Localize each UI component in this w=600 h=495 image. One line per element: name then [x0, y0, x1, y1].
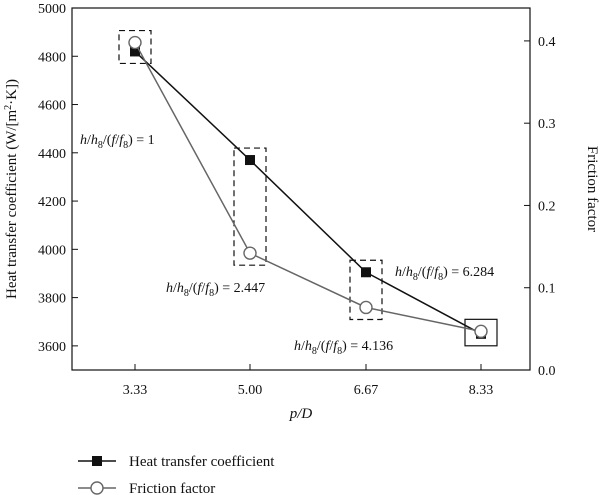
comparison-box: [233, 147, 267, 266]
annotation-part: 8: [312, 346, 317, 357]
y-tick-label-left: 3800: [38, 292, 66, 307]
annotation-part: h: [80, 133, 87, 148]
annotation-part: /: [430, 265, 434, 280]
annotation-part: 8: [438, 272, 443, 283]
annotation-part: f: [426, 265, 432, 280]
friction-factor-point: [359, 300, 373, 315]
annotation-part: h: [406, 265, 413, 280]
annotation-label: h/h8/(f/f8) = 6.284: [395, 265, 494, 283]
y-tick-label-left: 4600: [38, 99, 66, 114]
y-axis-title-left: Heat transfer coefficient (W/[m2·K]): [3, 79, 21, 299]
y-tick-label-left: 4400: [38, 147, 66, 162]
legend-marker-square: [92, 456, 102, 466]
annotation-part: /: [201, 281, 205, 296]
annotation-part: f: [434, 265, 440, 280]
y-axis-title-left-part: Heat transfer coefficient (W/[m: [4, 109, 20, 299]
annotation-part: ) = 2.447: [214, 281, 265, 296]
x-axis-title-part: /D: [296, 406, 312, 422]
y-tick-label-left: 5000: [38, 2, 66, 17]
plot-frame: [71, 7, 531, 371]
annotation-part: /: [402, 265, 406, 280]
legend-label: Heat transfer coefficient: [129, 454, 275, 470]
annotation-part: h: [177, 281, 184, 296]
annotation-part: /(: [317, 339, 326, 354]
heat-transfer-point: [245, 155, 255, 166]
annotation-part: f: [119, 133, 125, 148]
annotation-part: 8: [123, 140, 128, 151]
annotation-part: h: [166, 281, 173, 296]
comparison-box: [349, 259, 383, 321]
friction-factor-point: [243, 246, 257, 260]
friction-factor-line: [134, 42, 482, 333]
y-tick-label-left: 4200: [38, 195, 66, 210]
legend-marker-circle: [90, 481, 104, 495]
annotation-part: h: [91, 133, 98, 148]
annotation-part: 8: [98, 140, 103, 151]
annotation-part: 8: [184, 288, 189, 299]
x-tick-label: 6.67: [354, 383, 379, 398]
y-tick-label-right: 0.4: [538, 35, 556, 50]
annotation-part: f: [197, 281, 203, 296]
annotation-part: /: [301, 339, 305, 354]
annotation-label: h/h8/(f/f8) = 1: [80, 133, 155, 151]
x-axis-title: p/D: [289, 406, 313, 422]
y-tick-label-right: 0.0: [538, 364, 556, 379]
annotation-part: 8: [413, 272, 418, 283]
y-tick-label-right: 0.1: [538, 282, 556, 297]
y-tick-label-left: 3600: [38, 340, 66, 355]
annotation-part: h: [305, 339, 312, 354]
annotation-part: /: [173, 281, 177, 296]
annotation-part: 8: [209, 288, 214, 299]
annotation-part: f: [205, 281, 211, 296]
heat-transfer-line: [134, 50, 482, 335]
y-tick-label-right: 0.2: [538, 199, 556, 214]
annotation-part: 8: [337, 346, 342, 357]
annotation-part: ) = 1: [128, 133, 155, 148]
annotation-part: /(: [189, 281, 198, 296]
comparison-box: [118, 29, 152, 65]
y-axis-title-right: Friction factor: [584, 146, 600, 232]
annotation-part: ) = 6.284: [443, 265, 494, 280]
annotation-part: h: [294, 339, 301, 354]
annotation-part: h: [395, 265, 402, 280]
legend-label: Friction factor: [129, 481, 215, 495]
annotation-part: f: [325, 339, 331, 354]
annotation-part: ) = 4.136: [342, 339, 393, 354]
y-tick-label-left: 4800: [38, 50, 66, 65]
annotation-label: h/h8/(f/f8) = 4.136: [294, 339, 393, 357]
annotation-part: /: [87, 133, 91, 148]
annotation-part: /: [115, 133, 119, 148]
annotation-part: /: [329, 339, 333, 354]
y-tick-label-left: 4000: [38, 243, 66, 258]
x-tick-label: 5.00: [238, 383, 263, 398]
comparison-box: [464, 318, 498, 347]
y-axis-title-left-part: ·K]): [4, 79, 20, 105]
y-axis-title-left-superscript: 2: [3, 105, 14, 110]
annotation-part: /(: [103, 133, 112, 148]
annotation-label: h/h8/(f/f8) = 2.447: [166, 281, 265, 299]
annotation-part: f: [111, 133, 117, 148]
x-tick-label: 3.33: [123, 383, 148, 398]
heat-transfer-point: [361, 267, 371, 278]
heat-transfer-point: [130, 46, 140, 57]
friction-factor-point: [474, 324, 488, 339]
x-axis-title-part: p: [289, 406, 298, 422]
x-tick-label: 8.33: [469, 383, 494, 398]
annotation-part: f: [333, 339, 339, 354]
annotation-part: /(: [418, 265, 427, 280]
y-tick-label-right: 0.3: [538, 117, 556, 132]
friction-factor-point: [128, 35, 142, 50]
